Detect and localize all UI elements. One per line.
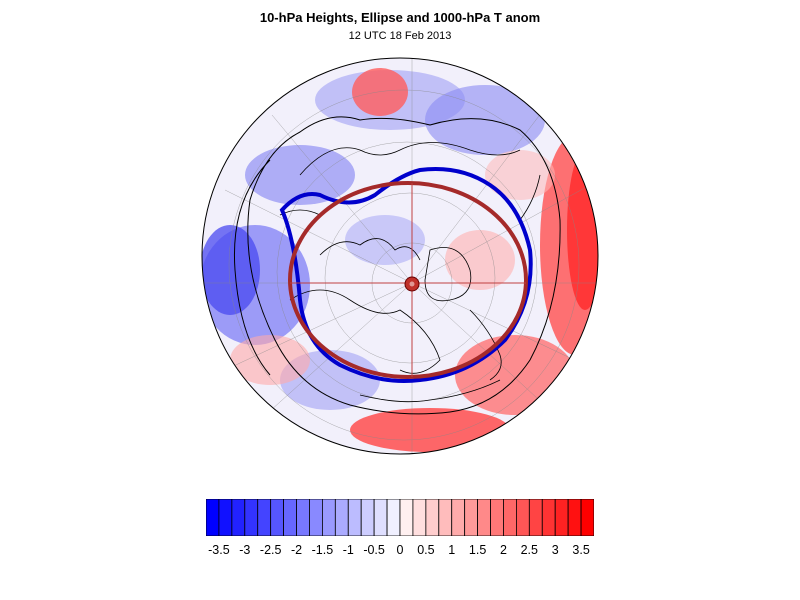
colorbar-box xyxy=(451,499,466,536)
colorbar-box xyxy=(360,499,375,536)
colorbar-tick-label: -1.5 xyxy=(311,543,334,557)
colorbar-box xyxy=(218,499,233,536)
colorbar-tick-label: -0.5 xyxy=(363,543,385,557)
globe-border xyxy=(201,57,599,455)
colorbar-box xyxy=(464,499,479,536)
cold-anomaly-west xyxy=(202,225,260,315)
warm-anomaly-right-core xyxy=(567,150,598,310)
colorbar-tick-label: 3.5 xyxy=(572,543,590,557)
temperature-anomaly-field xyxy=(202,68,598,452)
color-scale-bar xyxy=(206,499,594,536)
colorbar-tick-label: -3.5 xyxy=(208,543,230,557)
colorbar-box xyxy=(347,499,362,536)
colorbar-box xyxy=(244,499,259,536)
colorbar-box xyxy=(554,499,569,536)
colorbar-box xyxy=(541,499,556,536)
colorbar-box xyxy=(567,499,582,536)
vortex-ellipse xyxy=(288,181,528,379)
coastlines xyxy=(279,142,541,403)
colorbar-tick-label: 2 xyxy=(500,543,507,557)
colorbar-box xyxy=(296,499,310,536)
colorbar-box xyxy=(231,499,246,536)
colorbar-tick-label: 3 xyxy=(551,543,559,557)
colorbar-box xyxy=(515,499,530,536)
colorbar-box xyxy=(283,499,297,536)
map-subtitle: 12 UTC 18 Feb 2013 xyxy=(348,30,452,42)
ellipse-center-dot xyxy=(409,281,415,287)
colorbar-box xyxy=(580,499,594,536)
cold-anomaly-top-right xyxy=(425,85,545,155)
colorbar-tick-label: 2.5 xyxy=(520,543,538,557)
colorbar-box xyxy=(322,499,336,536)
colorbar-tick-label: -3 xyxy=(239,543,251,557)
colorbar-box xyxy=(528,499,543,536)
warm-anomaly-left xyxy=(230,335,310,385)
warm-anomaly-bottom xyxy=(350,408,510,452)
warm-anomaly-top xyxy=(352,68,408,116)
colorbar-tick-label: 0.5 xyxy=(417,543,435,557)
colorbar-box xyxy=(438,499,453,536)
colorbar-box xyxy=(270,499,284,536)
colorbar-box xyxy=(399,499,414,536)
colorbar-tick-label: -2 xyxy=(290,543,303,557)
colorbar-box xyxy=(425,499,440,536)
color-scale-labels: -3.5 -3 -2.5 -2 -1.5 -1 -0.5 0 0.5 1 1.5 2 2.5 3 3.5 xyxy=(0,543,800,563)
warm-anomaly-bottom-right xyxy=(455,335,575,415)
colorbar-box xyxy=(386,499,401,536)
colorbar-tick-label: -2.5 xyxy=(259,543,282,557)
warm-anomaly-upper-right xyxy=(485,150,555,200)
colorbar-tick-label: -1 xyxy=(342,543,354,557)
warm-anomaly-center-right xyxy=(445,230,515,290)
colorbar-tick-label: 1.5 xyxy=(468,543,487,557)
colorbar-box xyxy=(503,499,517,536)
map-title: 10-hPa Heights, Ellipse and 1000-hPa T a… xyxy=(259,10,541,25)
colorbar-box xyxy=(373,499,388,536)
colorbar-box xyxy=(309,499,323,536)
colorbar-tick-label: 0 xyxy=(396,543,404,557)
cold-anomaly-center xyxy=(345,215,425,265)
colorbar-tick-label: 1 xyxy=(448,543,456,557)
colorbar-box xyxy=(477,499,491,536)
colorbar-box xyxy=(490,499,504,536)
colorbar-box xyxy=(412,499,427,536)
colorbar-box xyxy=(206,499,220,536)
colorbar-box xyxy=(334,499,349,536)
colorbar-box xyxy=(257,499,272,536)
height-contours xyxy=(233,116,561,415)
